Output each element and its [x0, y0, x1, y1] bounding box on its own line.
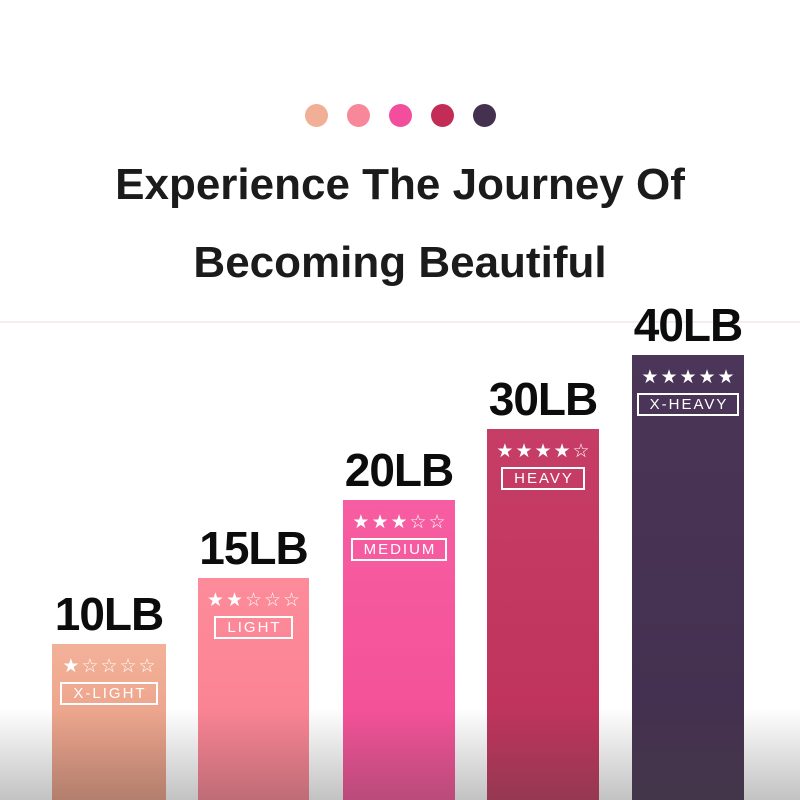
band-20lb: 20LB ★★★☆☆ MEDIUM	[343, 447, 455, 800]
star-rating: ★★★☆☆	[352, 512, 448, 533]
berry-dot	[430, 104, 454, 127]
weight-label: 40LB	[633, 299, 743, 351]
grade-label: HEAVY	[501, 467, 585, 490]
bar-10lb: ★☆☆☆☆ X-LIGHT	[52, 644, 166, 800]
weight-label: 10LB	[54, 588, 164, 640]
title-line-1: Experience The Journey Of	[115, 160, 685, 209]
band-30lb: 30LB ★★★★☆ HEAVY	[487, 376, 599, 800]
band-40lb: 40LB ★★★★★ X-HEAVY	[632, 302, 744, 800]
band-15lb: 15LB ★★☆☆☆ LIGHT	[198, 525, 309, 800]
faint-seam-line	[0, 321, 800, 323]
grade-label: LIGHT	[214, 616, 293, 639]
bar-40lb: ★★★★★ X-HEAVY	[632, 355, 744, 800]
star-rating: ★★★★★	[641, 367, 737, 388]
weight-label: 30LB	[488, 373, 598, 425]
bar-30lb: ★★★★☆ HEAVY	[487, 429, 599, 800]
page-title: Experience The Journey Of Becoming Beaut…	[0, 146, 800, 302]
peach-dot	[304, 104, 328, 127]
weight-label: 20LB	[344, 444, 454, 496]
bar-20lb: ★★★☆☆ MEDIUM	[343, 500, 455, 800]
grade-label: X-LIGHT	[60, 682, 158, 705]
title-line-2: Becoming Beautiful	[193, 238, 607, 287]
star-rating: ★★☆☆☆	[206, 590, 303, 611]
grade-label: X-HEAVY	[636, 393, 740, 416]
star-rating: ★★★★☆	[496, 441, 592, 462]
color-dots-row	[0, 104, 800, 127]
star-rating: ★☆☆☆☆	[62, 656, 158, 677]
weight-label: 15LB	[199, 522, 308, 574]
grade-label: MEDIUM	[350, 538, 448, 561]
bar-15lb: ★★☆☆☆ LIGHT	[198, 578, 309, 800]
hot-pink-dot	[388, 104, 412, 127]
dark-purple-dot	[472, 104, 496, 127]
pink-dot	[346, 104, 370, 127]
band-10lb: 10LB ★☆☆☆☆ X-LIGHT	[52, 591, 166, 800]
